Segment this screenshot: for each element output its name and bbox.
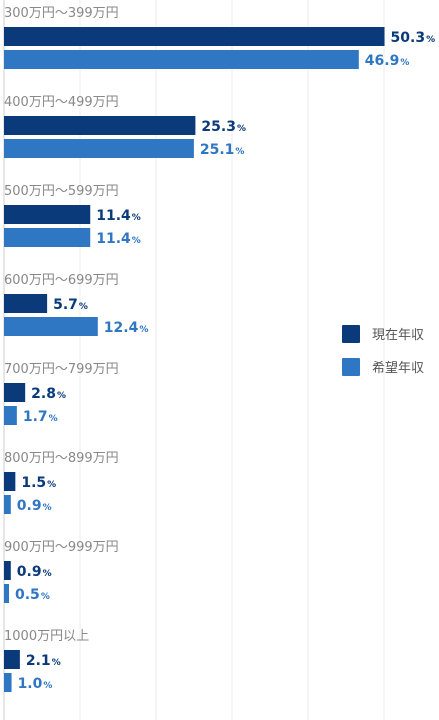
data-label: 11.4% <box>96 231 141 247</box>
bar-current <box>4 650 20 669</box>
data-label-value: 25.3 <box>201 119 236 135</box>
bar-desired <box>4 228 91 247</box>
data-label: 1.0% <box>18 676 53 692</box>
data-label: 5.7% <box>53 297 88 313</box>
data-label-value: 2.8 <box>31 386 56 402</box>
category-label: 800万円～899万円 <box>4 451 119 466</box>
data-label-unit: % <box>139 325 148 335</box>
data-label: 0.9% <box>17 498 52 514</box>
bar-current <box>4 205 91 224</box>
data-label-value: 0.5 <box>15 587 40 603</box>
bar-current <box>4 116 196 135</box>
category-label: 300万円～399万円 <box>4 6 119 21</box>
data-label-unit: % <box>43 681 52 691</box>
bar-current <box>4 472 16 491</box>
bar-desired <box>4 673 12 692</box>
bar-desired <box>4 50 359 69</box>
data-label: 12.4% <box>104 320 149 336</box>
data-label-value: 0.9 <box>17 498 42 514</box>
data-label-unit: % <box>132 236 141 246</box>
data-label-unit: % <box>43 503 52 513</box>
category-label: 500万円～599万円 <box>4 184 119 199</box>
data-label-unit: % <box>49 414 58 424</box>
data-label: 2.8% <box>31 386 66 402</box>
category-label: 400万円～499万円 <box>4 95 119 110</box>
data-label: 1.7% <box>23 409 58 425</box>
category-label: 900万円～999万円 <box>4 540 119 555</box>
bar-current <box>4 561 11 580</box>
category-label: 600万円～699万円 <box>4 273 119 288</box>
data-label-unit: % <box>79 302 88 312</box>
bar-current <box>4 383 26 402</box>
bar-desired <box>4 317 98 336</box>
data-label-value: 1.0 <box>18 676 43 692</box>
data-label-value: 11.4 <box>96 231 131 247</box>
legend-label-current: 現在年収 <box>372 328 424 343</box>
bar-desired <box>4 584 9 603</box>
legend-label-desired: 希望年収 <box>372 360 424 376</box>
bar-current <box>4 27 385 46</box>
data-label-value: 5.7 <box>53 297 78 313</box>
data-label: 50.3% <box>391 30 436 46</box>
data-label: 0.5% <box>15 587 50 603</box>
data-label-unit: % <box>47 480 56 490</box>
bar-desired <box>4 406 17 425</box>
data-label: 46.9% <box>365 53 410 69</box>
data-label: 2.1% <box>26 653 61 669</box>
data-label-unit: % <box>57 391 66 401</box>
data-label: 0.9% <box>17 564 52 580</box>
data-label-value: 0.9 <box>17 564 42 580</box>
data-label: 1.5% <box>21 475 56 491</box>
data-label-value: 2.1 <box>26 653 51 669</box>
data-label-unit: % <box>43 569 52 579</box>
bar-groups: 300万円～399万円50.3%46.9%400万円～499万円25.3%25.… <box>4 6 435 692</box>
data-label-value: 11.4 <box>96 208 131 224</box>
data-label-unit: % <box>41 592 50 602</box>
category-label: 1000万円以上 <box>4 629 89 644</box>
category-label: 700万円～799万円 <box>4 362 119 377</box>
data-label-value: 1.5 <box>21 475 46 491</box>
data-label-unit: % <box>132 213 141 223</box>
bar-desired <box>4 139 194 158</box>
data-label-unit: % <box>237 124 246 134</box>
data-label-value: 25.1 <box>200 142 235 158</box>
data-label-unit: % <box>52 658 61 668</box>
data-label: 25.1% <box>200 142 245 158</box>
legend-swatch-current <box>342 325 360 343</box>
data-label-unit: % <box>235 147 244 157</box>
data-label-value: 12.4 <box>104 320 139 336</box>
data-label-unit: % <box>400 58 409 68</box>
bar-current <box>4 294 48 313</box>
data-label-value: 1.7 <box>23 409 48 425</box>
data-label-unit: % <box>426 35 435 45</box>
bar-desired <box>4 495 11 514</box>
data-label: 11.4% <box>96 208 141 224</box>
legend-swatch-desired <box>342 358 360 376</box>
data-label-value: 46.9 <box>365 53 400 69</box>
data-label-value: 50.3 <box>391 30 426 46</box>
data-label: 25.3% <box>201 119 246 135</box>
